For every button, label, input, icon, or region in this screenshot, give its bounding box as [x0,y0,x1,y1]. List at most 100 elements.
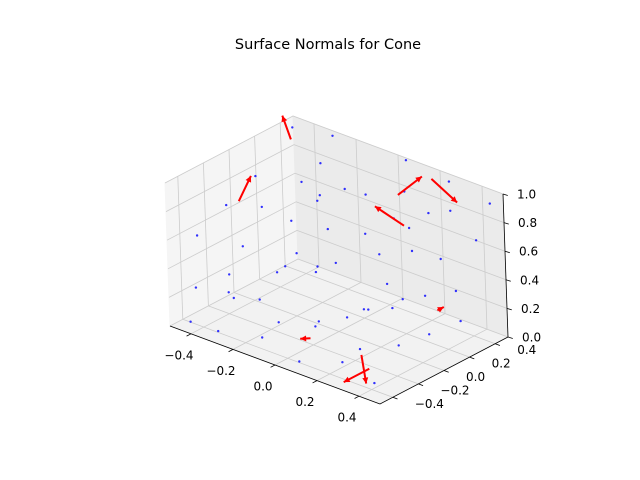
x-tick [312,380,318,384]
x-tick-label: 0.4 [337,411,356,425]
axis-panes [164,115,510,405]
data-point [488,202,491,205]
y-tick [469,356,475,360]
data-point [194,286,198,289]
data-point [298,360,301,363]
data-point [326,227,329,231]
normal-head [343,376,351,383]
y-tick-label: 0.4 [517,343,536,357]
tick-labels: −0.4−0.20.00.20.4−0.4−0.20.00.20.40.00.2… [164,188,541,425]
y-tick [392,396,398,400]
x-tick-label: −0.2 [206,364,235,378]
y-tick [443,370,449,373]
data-point [385,282,389,286]
data-point [449,209,452,212]
gridline-z-back [294,172,506,252]
y-tick-label: 0.2 [492,357,511,371]
data-point [314,325,317,328]
tick-marks [186,193,513,400]
normal-arrow [300,335,311,342]
gridline-z-left [169,258,299,327]
gridline-y-floor [208,305,419,385]
z-axis-line [502,193,509,338]
data-point [254,174,257,178]
gridline-z-left [167,201,297,270]
data-point [275,271,279,274]
gridline-y-left [177,176,184,320]
scatter-points [189,126,491,385]
data-point [459,319,462,323]
data-point [391,306,394,310]
gridline-y-left [203,162,209,306]
data-point [447,180,451,183]
gridline-y-floor [259,278,470,358]
data-point [410,249,414,253]
z-tick-label: 0.0 [522,331,541,345]
x-tick [186,333,192,337]
gridline-y-floor [182,318,393,398]
y-tick-label: −0.4 [415,397,444,411]
x-tick [354,395,360,399]
data-point [217,329,220,333]
gridline-x-back [481,186,488,330]
gridline-z-back [295,201,507,281]
normal-arrow [397,175,423,196]
z-tick-label: 1.0 [517,188,536,202]
x-tick [270,364,276,368]
gridline-x-back [355,139,362,283]
data-point [225,203,228,207]
data-point [290,219,293,222]
normal-head [300,335,307,342]
y-tick [495,343,501,346]
data-point [364,193,367,196]
data-point [428,333,431,336]
data-point [397,344,400,347]
data-point [343,187,346,191]
normal-arrow [374,205,405,227]
z-tick [505,279,511,282]
z-tick-label: 0.6 [519,245,538,259]
z-tick-label: 0.4 [520,273,539,287]
normal-head [362,377,369,384]
data-point [341,361,344,364]
z-tick [503,222,509,225]
gridline-z-left [168,230,298,298]
gridline-z-left [165,144,295,212]
data-point [407,226,411,230]
data-point [439,257,442,261]
data-point [317,320,320,323]
gridline-y-left [228,149,235,293]
normal-head [245,175,252,183]
gridline-z-back [292,115,504,195]
data-point [358,347,362,351]
data-point [364,232,367,235]
gridline-y-left [279,122,286,266]
data-point [232,296,235,300]
y-tick-label: 0.0 [466,370,485,384]
data-point [284,265,287,268]
data-point [314,270,318,274]
normal-head [281,115,288,123]
gridline-z-back [296,230,508,309]
data-point [427,211,430,215]
gridline-x-back [313,123,320,267]
data-point [319,162,322,165]
data-point [195,234,199,237]
x-tick-label: −0.4 [164,348,193,362]
data-point [316,199,319,202]
x-tick-label: 0.2 [295,395,314,409]
gridline-z-back [297,258,509,338]
data-point [474,239,478,242]
data-point [334,261,337,265]
x-tick-label: 0.0 [253,380,272,394]
gridline-x-back [397,154,404,299]
normal-head [415,176,422,183]
data-point [277,321,280,324]
z-tick-label: 0.8 [518,216,537,230]
data-point [241,245,244,248]
normal-arrow [436,306,445,313]
gridline-x-back [439,170,446,314]
data-point [316,265,319,268]
data-point [362,308,366,311]
